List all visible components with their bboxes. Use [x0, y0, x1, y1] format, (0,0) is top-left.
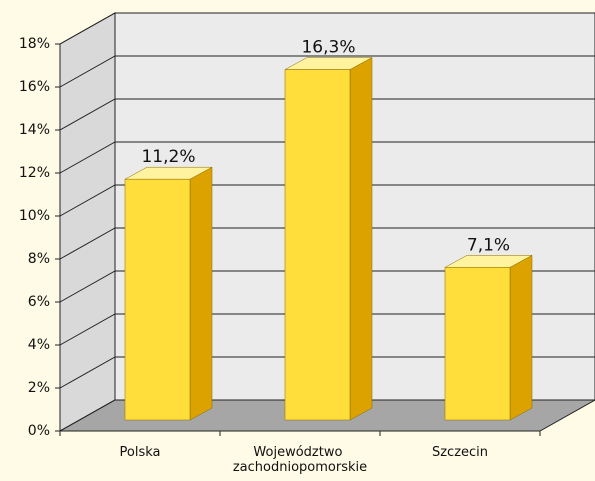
bar [444, 254, 533, 421]
grid-line [59, 98, 595, 131]
bar [124, 166, 213, 421]
x-tick-label: Szczecin [432, 445, 488, 460]
grid-line [59, 356, 595, 389]
bar [284, 57, 373, 421]
value-label: 16,3% [301, 38, 355, 58]
left-wall [59, 12, 116, 432]
grid-line [59, 270, 595, 303]
grid-line [59, 55, 595, 88]
bar-front [284, 69, 351, 421]
bar-side [349, 57, 373, 421]
y-tick-label: 6% [28, 294, 50, 310]
grid-line [59, 184, 595, 217]
y-tick-label: 4% [28, 337, 50, 353]
y-tick-label: 0% [28, 423, 50, 439]
bar-side [509, 254, 533, 421]
y-tick-label: 18% [19, 36, 50, 52]
value-label: 7,1% [467, 235, 510, 255]
value-label: 11,2% [141, 147, 195, 167]
y-tick-label: 14% [19, 122, 50, 138]
grid-line [59, 141, 595, 174]
y-tick-label: 10% [19, 208, 50, 224]
x-tick-label-line: zachodniopomorskie [233, 460, 367, 475]
bar-side [189, 166, 213, 421]
grid-line [59, 227, 595, 260]
x-tick-label: Polska [120, 445, 161, 460]
y-tick-label: 2% [28, 380, 50, 396]
bar-front [444, 267, 511, 421]
grid-line [59, 399, 595, 432]
y-tick-label: 16% [19, 79, 50, 95]
bar-front [124, 178, 191, 421]
x-tick-label-line: Szczecin [432, 445, 488, 460]
grid-line [59, 313, 595, 346]
x-tick-label: Województwo zachodniopomorskie [233, 445, 367, 475]
y-tick-label: 12% [19, 165, 50, 181]
grid-line [59, 12, 595, 45]
x-tick-label-line: Polska [120, 445, 161, 460]
y-tick-label: 8% [28, 251, 50, 267]
x-tick-label-line: Województwo [253, 445, 346, 460]
